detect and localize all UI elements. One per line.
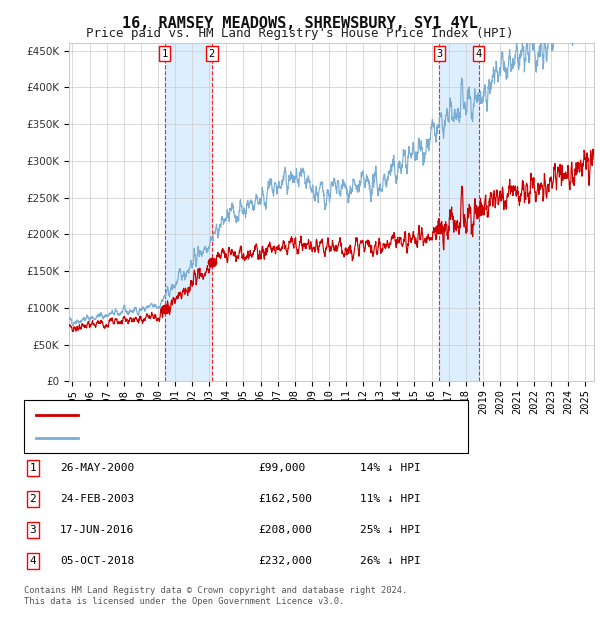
Text: Contains HM Land Registry data © Crown copyright and database right 2024.: Contains HM Land Registry data © Crown c… [24,586,407,595]
Text: 05-OCT-2018: 05-OCT-2018 [60,556,134,566]
Text: Price paid vs. HM Land Registry's House Price Index (HPI): Price paid vs. HM Land Registry's House … [86,27,514,40]
Text: 1: 1 [29,463,37,473]
Text: 26-MAY-2000: 26-MAY-2000 [60,463,134,473]
Text: 4: 4 [475,48,482,58]
Text: 11% ↓ HPI: 11% ↓ HPI [360,494,421,504]
Text: £232,000: £232,000 [258,556,312,566]
Text: 25% ↓ HPI: 25% ↓ HPI [360,525,421,535]
Text: £208,000: £208,000 [258,525,312,535]
Text: 3: 3 [29,525,37,535]
Text: £162,500: £162,500 [258,494,312,504]
Text: 24-FEB-2003: 24-FEB-2003 [60,494,134,504]
Text: 16, RAMSEY MEADOWS, SHREWSBURY, SY1 4YL: 16, RAMSEY MEADOWS, SHREWSBURY, SY1 4YL [122,16,478,30]
Text: 16, RAMSEY MEADOWS, SHREWSBURY, SY1 4YL (detached house): 16, RAMSEY MEADOWS, SHREWSBURY, SY1 4YL … [87,410,451,420]
Text: 3: 3 [436,48,443,58]
Text: 26% ↓ HPI: 26% ↓ HPI [360,556,421,566]
Text: This data is licensed under the Open Government Licence v3.0.: This data is licensed under the Open Gov… [24,597,344,606]
Text: HPI: Average price, detached house, Shropshire: HPI: Average price, detached house, Shro… [87,433,386,443]
Text: 1: 1 [161,48,168,58]
Text: 17-JUN-2016: 17-JUN-2016 [60,525,134,535]
Text: 2: 2 [29,494,37,504]
Text: 4: 4 [29,556,37,566]
Bar [439,43,479,381]
Bar [165,43,212,381]
Text: 2: 2 [209,48,215,58]
Text: 14% ↓ HPI: 14% ↓ HPI [360,463,421,473]
Text: £99,000: £99,000 [258,463,305,473]
